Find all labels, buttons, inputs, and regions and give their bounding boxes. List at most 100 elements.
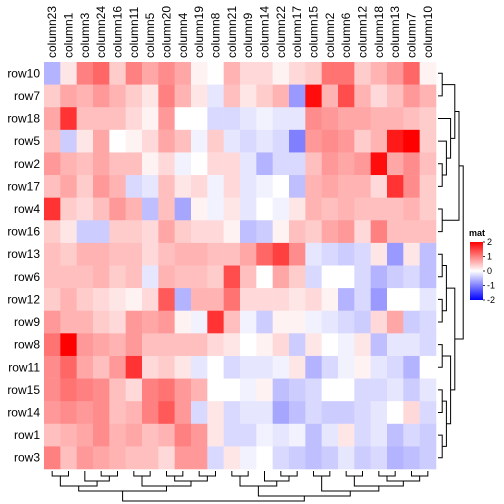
- column-label: column22: [274, 6, 288, 58]
- heatmap-cell: [305, 446, 322, 470]
- heatmap-cell: [109, 401, 126, 425]
- heatmap-cell: [338, 175, 355, 198]
- heatmap-cell: [354, 355, 371, 379]
- dendrogram-branch: [438, 163, 443, 187]
- heatmap-cell: [109, 265, 126, 289]
- heatmap-cell: [370, 310, 388, 334]
- heatmap-cell: [191, 333, 208, 357]
- heatmap-cell: [93, 355, 110, 379]
- heatmap-cell: [272, 288, 290, 312]
- heatmap-cell: [223, 107, 241, 131]
- heatmap-cell: [256, 355, 273, 379]
- heatmap-cell: [76, 220, 94, 244]
- row-label: row18: [7, 112, 40, 126]
- heatmap-cell: [403, 310, 420, 334]
- heatmap-cell: [223, 333, 241, 357]
- heatmap-cell: [289, 197, 306, 221]
- heatmap-cell: [370, 242, 388, 266]
- heatmap-cell: [223, 310, 241, 334]
- heatmap-cell: [93, 265, 110, 289]
- heatmap-cell: [419, 107, 437, 131]
- heatmap-cell: [272, 220, 290, 244]
- heatmap-cell: [321, 175, 339, 198]
- heatmap-cell: [158, 152, 175, 176]
- heatmap-cell: [191, 175, 208, 198]
- heatmap-cell: [387, 175, 404, 198]
- dendrogram-branch: [198, 471, 216, 477]
- column-label: column5: [143, 12, 157, 58]
- heatmap-cell: [256, 288, 273, 312]
- heatmap-cell: [223, 242, 241, 266]
- heatmap-cell: [272, 62, 290, 85]
- heatmap-cell: [93, 242, 110, 266]
- heatmap-cell: [44, 197, 61, 221]
- heatmap-cell: [403, 152, 420, 176]
- heatmap-cell: [109, 84, 126, 108]
- heatmap-cell: [76, 355, 94, 379]
- heatmap-cell: [207, 265, 224, 289]
- heatmap-cell: [321, 310, 339, 334]
- heatmap-cell: [191, 62, 208, 85]
- heatmap-cell: [370, 378, 388, 402]
- dendrogram-branch: [313, 471, 331, 477]
- heatmap-cell: [387, 288, 404, 312]
- heatmap-cell: [60, 107, 77, 131]
- column-label: column16: [111, 6, 125, 58]
- heatmap-cell: [289, 107, 306, 131]
- heatmap-cell: [305, 310, 322, 334]
- dendrogram-branch: [133, 471, 151, 477]
- column-label: column19: [192, 6, 206, 58]
- heatmap-cell: [272, 355, 290, 379]
- heatmap-cell: [191, 401, 208, 425]
- heatmap-cell: [158, 310, 175, 334]
- heatmap-cell: [44, 378, 61, 402]
- heatmap-cell: [321, 423, 339, 447]
- heatmap-cell: [403, 333, 420, 357]
- heatmap-cell: [191, 84, 208, 108]
- heatmap-cell: [142, 107, 159, 131]
- heatmap-cell: [76, 242, 94, 266]
- heatmap-cell: [76, 129, 94, 153]
- heatmap-cell: [76, 107, 94, 131]
- heatmap-cell: [60, 175, 77, 198]
- heatmap-cell: [76, 175, 94, 198]
- column-label: column7: [405, 12, 419, 58]
- column-label: column23: [45, 6, 59, 58]
- heatmap-cell: [289, 378, 306, 402]
- heatmap-cell: [142, 310, 159, 334]
- heatmap-cell: [191, 197, 208, 221]
- heatmap-cell: [44, 129, 61, 153]
- heatmap-cell: [174, 129, 192, 153]
- heatmap-cell: [93, 401, 110, 425]
- heatmap-cell: [60, 129, 77, 153]
- heatmap-cell: [125, 242, 143, 266]
- heatmap-cell: [174, 220, 192, 244]
- heatmap-cell: [207, 288, 224, 312]
- row-label: row16: [7, 225, 40, 239]
- heatmap-cell: [354, 175, 371, 198]
- heatmap-cell: [370, 107, 388, 131]
- heatmap-cell: [387, 310, 404, 334]
- heatmap-cell: [403, 378, 420, 402]
- heatmap-cell: [207, 175, 224, 198]
- heatmap-cell: [240, 197, 257, 221]
- row-label: row3: [14, 451, 40, 465]
- dendrogram-branch: [166, 471, 184, 477]
- heatmap-cell: [370, 220, 388, 244]
- heatmap-cell: [419, 242, 437, 266]
- dendrogram-branch: [345, 471, 363, 477]
- heatmap-cell: [125, 355, 143, 379]
- heatmap-cell: [240, 265, 257, 289]
- heatmap-cell: [403, 423, 420, 447]
- heatmap-cell: [387, 242, 404, 266]
- dendrogram-branch: [438, 434, 443, 459]
- heatmap-cell: [125, 197, 143, 221]
- heatmap-cell: [240, 423, 257, 447]
- dendrogram-branch: [438, 72, 443, 97]
- heatmap-cell: [93, 310, 110, 334]
- heatmap-cell: [93, 107, 110, 131]
- heatmap-cell: [240, 242, 257, 266]
- heatmap-cell: [240, 401, 257, 425]
- heatmap-cell: [387, 265, 404, 289]
